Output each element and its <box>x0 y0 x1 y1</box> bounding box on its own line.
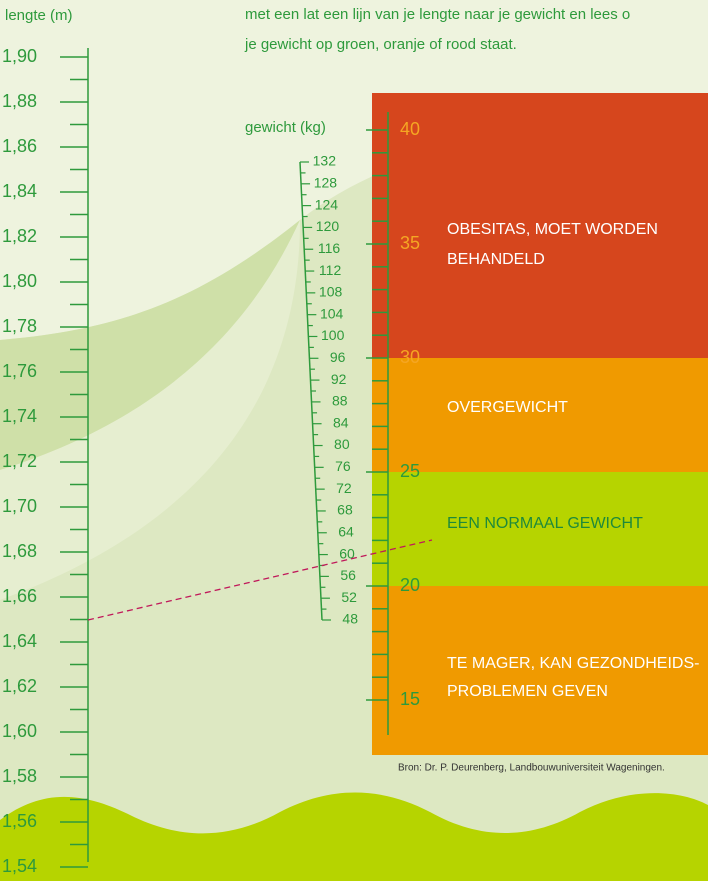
length-label: 1,68 <box>2 541 37 561</box>
length-label: 1,56 <box>2 811 37 831</box>
zone <box>372 586 708 755</box>
length-label: 1,80 <box>2 271 37 291</box>
zone-label: BEHANDELD <box>447 251 545 268</box>
bmi-label: 30 <box>400 347 420 367</box>
bmi-label: 25 <box>400 461 420 481</box>
weight-label: 108 <box>319 284 343 300</box>
weight-label: 60 <box>339 545 355 561</box>
length-label: 1,74 <box>2 406 37 426</box>
weight-label: 104 <box>320 305 344 321</box>
zone-label: OVERGEWICHT <box>447 399 568 416</box>
source: Bron: Dr. P. Deurenberg, Landbouwunivers… <box>398 763 665 774</box>
length-title: lengte (m) <box>5 7 73 24</box>
zone-label: EEN NORMAAL GEWICHT <box>447 515 643 532</box>
weight-label: 96 <box>330 349 346 365</box>
length-label: 1,86 <box>2 136 37 156</box>
zone <box>372 93 708 358</box>
length-label: 1,54 <box>2 856 37 876</box>
length-label: 1,84 <box>2 181 37 201</box>
weight-label: 48 <box>342 611 358 627</box>
weight-label: 88 <box>332 393 348 409</box>
weight-label: 52 <box>341 589 357 605</box>
swoosh-pale <box>0 220 300 600</box>
bmi-label: 40 <box>400 119 420 139</box>
weight-label: 76 <box>335 458 351 474</box>
weight-label: 56 <box>340 567 356 583</box>
zone-label: OBESITAS, MOET WORDEN <box>447 221 658 238</box>
weight-label: 92 <box>331 371 347 387</box>
weight-label: 80 <box>334 436 350 452</box>
intro-text: je gewicht op groen, oranje of rood staa… <box>244 36 517 53</box>
length-label: 1,70 <box>2 496 37 516</box>
weight-label: 132 <box>313 153 337 169</box>
bmi-label: 20 <box>400 575 420 595</box>
weight-label: 112 <box>319 262 342 278</box>
bmi-label: 15 <box>400 689 420 709</box>
length-label: 1,66 <box>2 586 37 606</box>
weight-label: 64 <box>338 523 354 539</box>
zone-label: PROBLEMEN GEVEN <box>447 683 608 700</box>
length-label: 1,76 <box>2 361 37 381</box>
length-label: 1,58 <box>2 766 37 786</box>
length-label: 1,88 <box>2 91 37 111</box>
zone <box>372 358 708 472</box>
swoosh-light <box>0 0 708 340</box>
length-label: 1,64 <box>2 631 37 651</box>
bottom-wave <box>0 792 708 881</box>
length-label: 1,90 <box>2 46 37 66</box>
weight-label: 100 <box>321 327 345 343</box>
weight-label: 120 <box>316 218 340 234</box>
intro-text: met een lat een lijn van je lengte naar … <box>245 6 630 23</box>
weight-label: 72 <box>336 480 352 496</box>
weight-label: 68 <box>337 502 353 518</box>
bmi-label: 35 <box>400 233 420 253</box>
length-label: 1,82 <box>2 226 37 246</box>
zone-label: TE MAGER, KAN GEZONDHEIDS- <box>447 655 699 672</box>
weight-label: 124 <box>315 196 339 212</box>
weight-title: gewicht (kg) <box>245 119 326 136</box>
length-label: 1,60 <box>2 721 37 741</box>
weight-label: 84 <box>333 414 349 430</box>
weight-label: 116 <box>318 240 341 256</box>
swoosh-mid <box>0 220 300 470</box>
example-line <box>87 539 433 621</box>
zone <box>372 472 708 586</box>
length-label: 1,78 <box>2 316 37 336</box>
length-label: 1,62 <box>2 676 37 696</box>
length-label: 1,72 <box>2 451 37 471</box>
weight-label: 128 <box>314 175 338 191</box>
